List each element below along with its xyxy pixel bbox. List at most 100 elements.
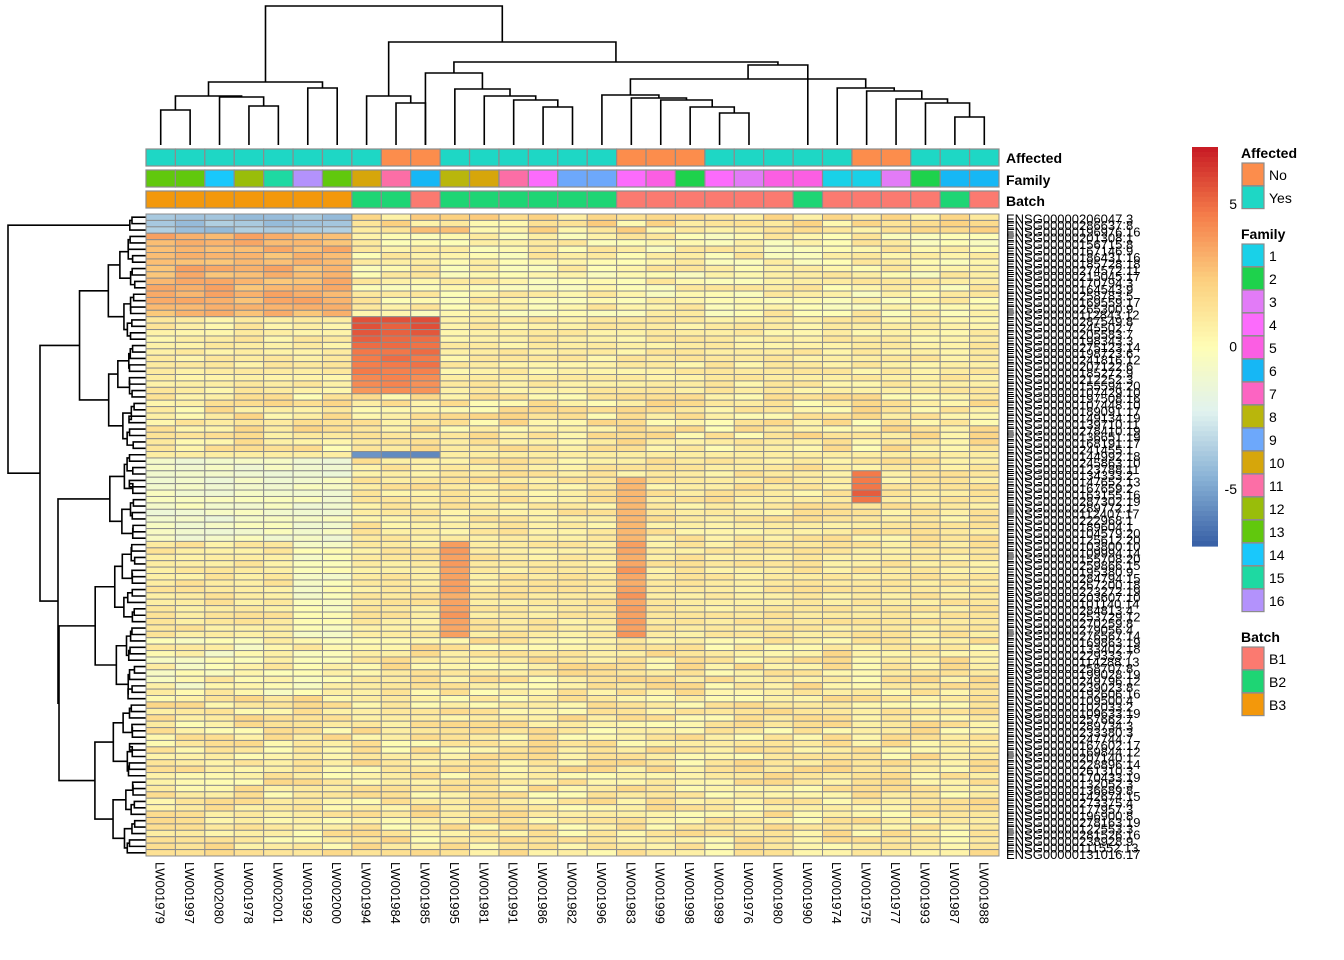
heatmap-cell [204, 849, 235, 857]
heatmap-cell [645, 720, 676, 729]
legend-swatch [1241, 565, 1265, 590]
heatmap-cell [616, 316, 647, 324]
heatmap-cell [704, 727, 735, 735]
heatmap-cell [380, 720, 412, 729]
heatmap-cell [145, 354, 176, 363]
heatmap-cell [939, 759, 971, 767]
heatmap-cell [910, 598, 941, 607]
heatmap-cell [174, 528, 206, 536]
heatmap-cell [527, 611, 559, 619]
heatmap-cell [733, 650, 765, 658]
heatmap-cell [439, 258, 471, 266]
row-label: ENSG00000111552.13 [1006, 841, 1139, 856]
row-label: ENSG00000169844.12 [1006, 744, 1140, 759]
heatmap-cell [880, 656, 912, 664]
heatmap-cell [351, 656, 382, 664]
heatmap-cell [763, 457, 794, 465]
heatmap-cell [380, 226, 412, 234]
heatmap-cell [733, 213, 765, 221]
heatmap-cell [851, 508, 882, 517]
heatmap-cell [880, 682, 912, 690]
heatmap-cell [645, 316, 676, 324]
heatmap-cell [910, 682, 941, 690]
heatmap-cell [674, 553, 706, 562]
heatmap-cell [498, 675, 529, 684]
heatmap-cell [616, 829, 647, 838]
heatmap-cell [145, 277, 176, 286]
heatmap-cell [939, 258, 971, 266]
color-scale-step [1192, 356, 1218, 363]
heatmap-cell [292, 489, 323, 497]
row-label: ENSG00000278410.19 [1006, 423, 1140, 438]
heatmap-cell [969, 418, 1000, 427]
heatmap-cell [792, 662, 824, 671]
dendrogram-branch [115, 644, 129, 686]
heatmap-cell [263, 425, 294, 433]
heatmap-cell [351, 630, 382, 639]
heatmap-cell [910, 213, 941, 221]
heatmap-cell [851, 714, 882, 722]
heatmap-cell [880, 669, 912, 677]
heatmap-cell [498, 752, 529, 761]
heatmap-cell [851, 624, 882, 632]
heatmap-cell [145, 431, 176, 440]
heatmap-cell [351, 219, 382, 228]
heatmap-cell [498, 720, 529, 729]
heatmap-cell [204, 322, 235, 331]
heatmap-cell [880, 361, 912, 369]
heatmap-cell [645, 438, 676, 446]
heatmap-cell [469, 463, 500, 472]
heatmap-cell [616, 431, 647, 440]
heatmap-cell [616, 656, 647, 664]
heatmap-cell [763, 784, 794, 793]
heatmap-cell [233, 393, 265, 401]
heatmap-cell [674, 489, 706, 497]
heatmap-cell [321, 553, 353, 562]
heatmap-cell [792, 784, 824, 793]
heatmap-cell [674, 341, 706, 350]
heatmap-cell [822, 374, 853, 382]
legend-swatch [1241, 473, 1265, 498]
heatmap-cell [351, 752, 382, 761]
heatmap-cell [263, 309, 294, 318]
heatmap-cell [292, 431, 323, 440]
dendrogram-branch [107, 264, 124, 318]
heatmap-cell [910, 727, 941, 735]
heatmap-cell [233, 682, 265, 690]
heatmap-cell [674, 431, 706, 440]
heatmap-cell [263, 560, 294, 568]
heatmap-cell [822, 406, 853, 414]
heatmap-cell [704, 778, 735, 786]
heatmap-cell [645, 239, 676, 247]
heatmap-cell [233, 733, 265, 741]
dendrogram-branch [131, 216, 146, 225]
heatmap-cell [410, 316, 441, 324]
heatmap-cell [645, 540, 676, 549]
heatmap-cell [969, 258, 1000, 266]
heatmap-cell [939, 534, 971, 542]
heatmap-cell [792, 508, 824, 517]
heatmap-cell [498, 842, 529, 851]
heatmap-cell [880, 515, 912, 523]
column-label: LW001979 [153, 862, 168, 924]
heatmap-cell [410, 611, 441, 619]
heatmap-cell [321, 707, 353, 716]
heatmap-cell [645, 816, 676, 825]
heatmap-cell [498, 239, 529, 247]
heatmap-cell [586, 598, 618, 607]
color-scale-step [1192, 496, 1218, 502]
heatmap-cell [410, 791, 441, 799]
heatmap-cell [939, 714, 971, 722]
heatmap-cell [527, 617, 559, 626]
heatmap-cell [704, 579, 735, 587]
heatmap-cell [704, 553, 735, 562]
heatmap-cell [645, 669, 676, 677]
heatmap-cell [527, 239, 559, 247]
heatmap-cell [321, 329, 353, 337]
heatmap-cell [380, 823, 412, 831]
heatmap-cell [204, 444, 235, 453]
heatmap-cell [233, 438, 265, 446]
heatmap-cell [557, 804, 588, 812]
heatmap-cell [939, 264, 971, 273]
heatmap-cell [380, 752, 412, 761]
